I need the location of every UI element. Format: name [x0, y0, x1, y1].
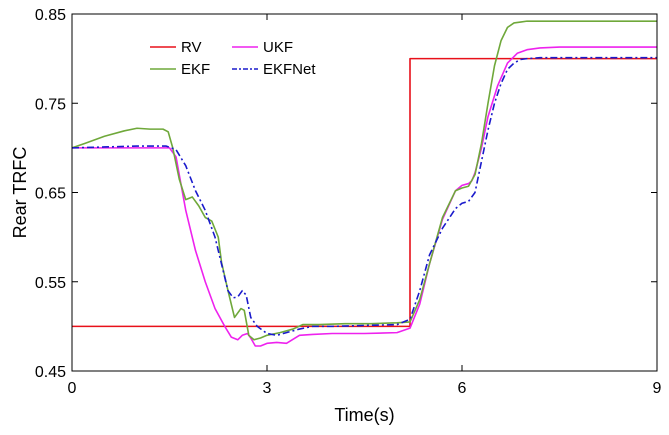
y-tick-label: 0.75 [35, 96, 66, 113]
x-axis-title: Time(s) [334, 405, 394, 425]
legend: RV UKF EKF EKFNet [150, 39, 316, 78]
y-axis-title: Rear TRFC [10, 147, 30, 239]
series-line-rv [72, 57, 657, 328]
series-line-ukf [72, 46, 657, 347]
series-line-ekf [72, 20, 657, 341]
y-tick-label: 0.65 [35, 186, 66, 203]
y-tick-label: 0.45 [35, 364, 66, 381]
series-layer [72, 20, 657, 347]
x-tick-label: 6 [458, 380, 467, 397]
x-tick-label: 9 [653, 380, 662, 397]
plot-frame [71, 13, 658, 372]
x-tick-label: 0 [68, 380, 77, 397]
axes-layer: 0 3 6 9 0.45 0.55 0.65 0.75 0.85 [35, 7, 662, 397]
series-line-ekfnet [72, 56, 657, 337]
legend-label-ukf: UKF [263, 39, 293, 56]
legend-label-ekfnet: EKFNet [263, 61, 316, 78]
legend-label-rv: RV [181, 39, 202, 56]
y-tick-label: 0.85 [35, 7, 66, 24]
legend-label-ekf: EKF [181, 61, 210, 78]
y-tick-label: 0.55 [35, 275, 66, 292]
x-tick-label: 3 [263, 380, 272, 397]
